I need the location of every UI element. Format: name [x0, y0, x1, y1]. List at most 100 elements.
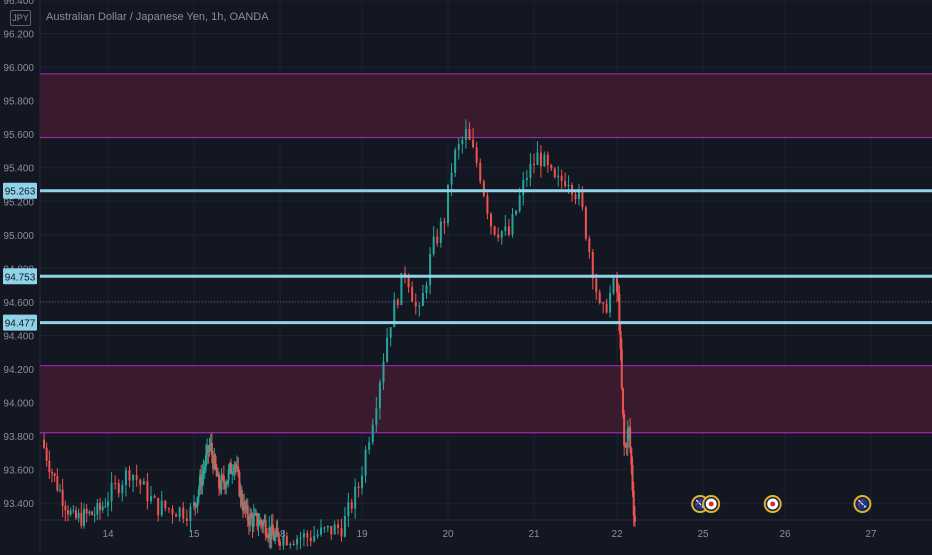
zone-fill[interactable] [40, 365, 932, 433]
candle-body [232, 471, 235, 473]
candle-body [135, 474, 138, 480]
candle-body [216, 473, 219, 477]
candle-body [252, 515, 255, 527]
candle-body [378, 382, 381, 409]
candle-body [421, 293, 424, 306]
level-price-label-bg[interactable] [3, 268, 37, 285]
y-tick-label: 96.200 [3, 30, 34, 41]
y-tick-label: 95.200 [3, 197, 34, 208]
candle-body [195, 505, 198, 507]
candle-body [623, 414, 626, 446]
y-tick-label: 95.400 [3, 164, 34, 175]
symbol-title: Australian Dollar / Japanese Yen, 1h, OA… [46, 11, 269, 23]
candle-body [627, 427, 630, 430]
x-tick-label: 27 [865, 529, 877, 540]
candle-body [624, 445, 627, 447]
candle-body [507, 226, 510, 235]
candle-body [616, 276, 618, 292]
candle-body [525, 177, 528, 181]
candle-body [142, 481, 145, 485]
y-tick-label: 96.400 [3, 0, 34, 7]
candle-body [309, 537, 312, 542]
candle-body [612, 276, 615, 293]
candle-body [629, 427, 632, 449]
candle-body [233, 464, 236, 472]
candle-body [436, 236, 439, 244]
candle-body [227, 469, 230, 481]
candle-body [275, 527, 278, 535]
level-price-label-bg[interactable] [3, 314, 37, 331]
candle-body [51, 472, 53, 474]
x-tick-label: 15 [188, 529, 200, 540]
candle-body [83, 508, 85, 526]
candle-body [213, 455, 216, 469]
candle-body [208, 445, 211, 453]
y-tick-label: 93.800 [3, 432, 34, 443]
candle-body [475, 147, 478, 163]
jpy-flag-sun [708, 501, 714, 507]
candle-body [267, 537, 270, 539]
candle-body [225, 484, 228, 489]
candle-body [567, 184, 570, 187]
candle-body [268, 527, 271, 538]
candle-body [75, 510, 77, 519]
candle-body [577, 190, 580, 200]
candle-body [382, 361, 385, 383]
candle-body [247, 520, 250, 526]
candle-body [215, 467, 218, 477]
candle-body [276, 527, 279, 534]
level-price-label: 94.753 [5, 272, 36, 283]
candle-body [292, 543, 295, 545]
candle-body [560, 175, 563, 181]
candle-body [175, 514, 178, 517]
candle-body [626, 429, 629, 448]
candle-body [193, 502, 195, 507]
candle-body [364, 449, 367, 476]
candle-body [282, 536, 285, 546]
candle-body [255, 513, 258, 515]
candle-body [264, 520, 267, 536]
candle-body [432, 236, 435, 254]
candle-body [518, 195, 521, 211]
candle-body [61, 489, 64, 506]
currency-badge[interactable]: JPY [10, 10, 31, 26]
aud-flag-cross [695, 499, 702, 506]
y-tick-label: 94.600 [3, 298, 34, 309]
candle-body [257, 524, 260, 527]
candle-body [265, 535, 268, 538]
candle-body [357, 486, 360, 489]
candle-body [279, 541, 281, 546]
candle-body [536, 152, 539, 165]
candle-body [59, 489, 61, 491]
candle-body [621, 387, 624, 415]
candle-body [164, 500, 167, 509]
candle-body [375, 408, 378, 425]
x-tick-label: 18 [274, 529, 286, 540]
candle-body [150, 496, 152, 502]
candle-body [80, 512, 83, 526]
candle-body [340, 528, 343, 537]
candle-body [153, 496, 156, 498]
candle-body [114, 482, 117, 484]
zone-fill[interactable] [40, 73, 932, 138]
candle-body [425, 285, 428, 294]
candle-body [209, 442, 212, 446]
candle-body [243, 501, 246, 511]
candle-body [618, 293, 621, 331]
candle-body [93, 514, 96, 516]
candle-body [591, 251, 594, 279]
candle-body [220, 475, 223, 491]
candle-body [128, 470, 131, 481]
candle-body [207, 445, 210, 453]
candle-body [67, 510, 69, 515]
candle-body [121, 485, 124, 494]
candle-body [202, 470, 205, 475]
candle-body [354, 486, 357, 509]
candle-body [468, 129, 471, 140]
candle-body [450, 172, 453, 185]
candle-body [619, 330, 622, 350]
candle-body [407, 276, 410, 288]
level-price-label-bg[interactable] [3, 182, 37, 199]
